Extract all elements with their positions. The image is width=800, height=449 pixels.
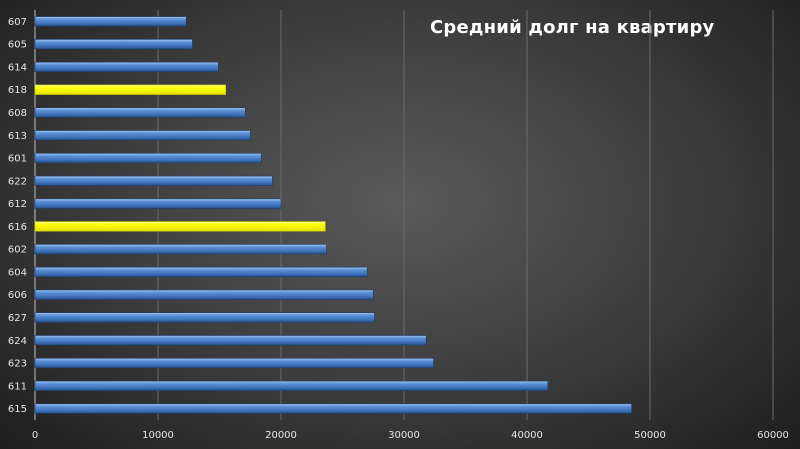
bar xyxy=(34,175,273,186)
y-tick-label: 623 xyxy=(8,359,27,370)
highlighted-bar xyxy=(34,221,326,232)
x-tick-label: 20000 xyxy=(265,430,297,441)
bar xyxy=(34,16,187,27)
bar xyxy=(34,380,549,391)
bar xyxy=(34,266,368,278)
bar xyxy=(34,335,427,346)
y-tick-label: 604 xyxy=(8,267,27,278)
y-tick-label: 612 xyxy=(8,199,27,210)
chart-title: Средний долг на квартиру xyxy=(430,17,715,38)
x-tick-label: 30000 xyxy=(388,430,420,441)
y-tick-label: 606 xyxy=(8,290,27,301)
bar xyxy=(34,107,246,118)
bar xyxy=(34,289,374,300)
x-tick-label: 50000 xyxy=(634,430,666,441)
y-tick-label: 611 xyxy=(8,381,27,392)
bar xyxy=(34,312,375,323)
y-tick-label: 627 xyxy=(8,313,27,324)
y-tick-label: 605 xyxy=(8,40,27,51)
y-tick-label: 616 xyxy=(8,222,27,233)
y-tick-label: 624 xyxy=(8,336,27,347)
y-tick-label: 618 xyxy=(8,85,27,96)
x-tick-label: 40000 xyxy=(511,430,543,441)
x-tick-label: 0 xyxy=(32,430,38,441)
bar xyxy=(34,152,262,164)
y-tick-label: 608 xyxy=(8,108,27,119)
bar xyxy=(34,198,282,209)
x-tick-label: 60000 xyxy=(757,430,789,441)
y-tick-label: 614 xyxy=(8,62,27,73)
y-tick-label: 615 xyxy=(8,404,27,415)
bar xyxy=(34,403,632,414)
bar xyxy=(34,357,434,369)
bar xyxy=(34,39,193,50)
bar xyxy=(34,130,251,141)
bar xyxy=(34,244,327,255)
bar xyxy=(34,61,219,73)
y-tick-label: 613 xyxy=(8,131,27,142)
x-tick-label: 10000 xyxy=(142,430,174,441)
y-tick-label: 607 xyxy=(8,17,27,28)
highlighted-bar xyxy=(34,84,226,95)
y-tick-label: 601 xyxy=(8,154,27,165)
y-tick-label: 622 xyxy=(8,176,27,187)
y-tick-label: 602 xyxy=(8,245,27,256)
